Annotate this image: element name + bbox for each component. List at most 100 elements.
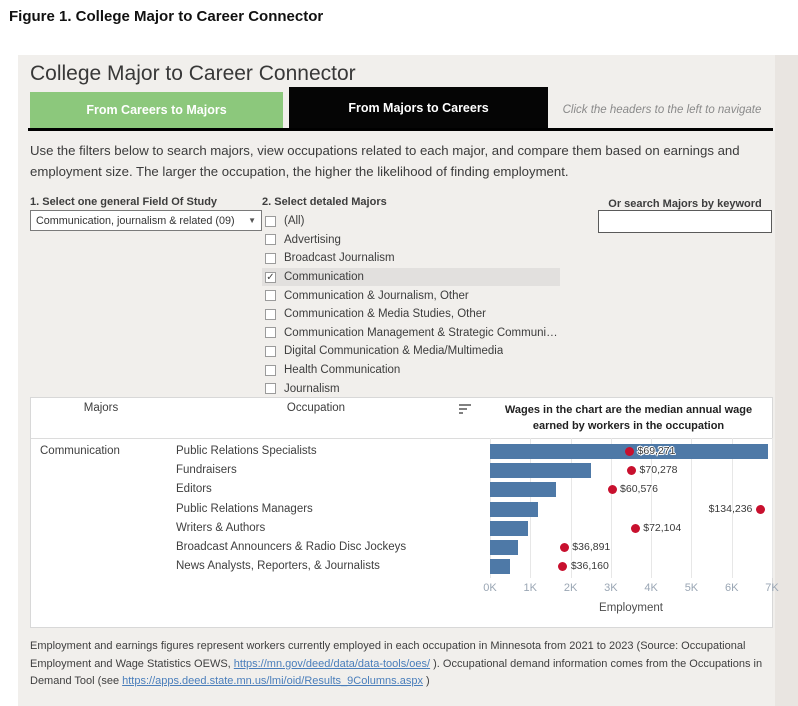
gridline xyxy=(610,438,612,578)
occupation-label-broadcast-announcers-radio-disc-jockeys[interactable]: Broadcast Announcers & Radio Disc Jockey… xyxy=(176,541,407,553)
employment-bar-fundraisers[interactable] xyxy=(490,463,591,479)
major-option-communication-journalism-other[interactable]: Communication & Journalism, Other xyxy=(262,286,560,305)
checkbox-icon xyxy=(265,290,276,302)
employment-bar-editors[interactable] xyxy=(490,482,557,498)
employment-bar-writers-authors[interactable] xyxy=(490,520,529,536)
wage-dot-public-relations-specialists[interactable] xyxy=(625,447,635,456)
wage-label-broadcast-announcers-radio-disc-jockeys: $36,891 xyxy=(572,541,611,553)
tab-from-majors-to-careers[interactable]: From Majors to Careers xyxy=(289,87,548,128)
majors-column-header[interactable]: Majors xyxy=(83,402,119,414)
major-option-label: Broadcast Journalism xyxy=(284,252,395,265)
oews-link[interactable]: https://mn.gov/deed/data/data-tools/oes/ xyxy=(233,657,431,670)
employment-bar-broadcast-announcers-radio-disc-jockeys[interactable] xyxy=(490,540,519,555)
major-option-label: Health Communication xyxy=(284,364,401,377)
major-option-label: (All) xyxy=(284,215,305,228)
tab-label: From Majors to Careers xyxy=(348,100,489,115)
wage-label-public-relations-managers: $134,236 xyxy=(708,502,753,515)
major-option-label: Advertising xyxy=(284,233,341,246)
nav-note: Click the headers to the left to navigat… xyxy=(562,103,762,116)
major-option-label: Communication & Journalism, Other xyxy=(284,289,469,302)
x-tick-label: 2K xyxy=(563,582,578,594)
major-option-label: Communication & Media Studies, Other xyxy=(284,308,486,321)
wage-label-public-relations-specialists: $69,271 xyxy=(637,445,676,457)
x-tick-label: 5K xyxy=(684,582,699,594)
x-tick-label: 1K xyxy=(523,582,538,594)
major-option-communication-media-studies-other[interactable]: Communication & Media Studies, Other xyxy=(262,305,560,324)
footer-note: Employment and earnings figures represen… xyxy=(30,638,768,691)
gridline xyxy=(651,438,653,578)
wage-dot-public-relations-managers[interactable] xyxy=(755,504,765,514)
wage-label-writers-authors: $72,104 xyxy=(643,521,682,534)
employment-chart: $69,271 $70,278 $60,576 $134,236 $72,104 $36,… xyxy=(490,438,773,578)
major-option-digital-communication-media-multimedia[interactable]: Digital Communication & Media/Multimedia xyxy=(262,342,560,361)
intro-text: Use the filters below to search majors, … xyxy=(30,143,740,180)
field-of-study-value: Communication, journalism & related (09) xyxy=(36,214,235,227)
occupation-column-header[interactable]: Occupation xyxy=(286,402,346,414)
figure-caption: Figure 1. College Major to Career Connec… xyxy=(9,8,324,25)
checkbox-icon xyxy=(265,308,276,320)
wages-note-line2: earned by workers in the occupation xyxy=(532,419,725,432)
occupation-label-fundraisers[interactable]: Fundraisers xyxy=(176,464,237,477)
checkbox-icon xyxy=(265,364,276,376)
employment-bar-news-analysts-reporters-journalists[interactable] xyxy=(490,559,511,575)
wage-dot-broadcast-announcers-radio-disc-jockeys[interactable] xyxy=(559,543,569,552)
checkbox-icon xyxy=(265,215,276,227)
occupation-label-writers-authors[interactable]: Writers & Authors xyxy=(176,521,266,534)
tab-from-careers-to-majors[interactable]: From Careers to Majors xyxy=(30,92,283,128)
x-tick-label: 0K xyxy=(483,582,497,594)
occupation-label-public-relations-managers[interactable]: Public Relations Managers xyxy=(176,502,313,515)
checkbox-icon xyxy=(265,345,276,357)
chevron-down-icon: ▼ xyxy=(248,216,256,225)
wage-dot-editors[interactable] xyxy=(607,485,617,495)
major-option-advertising[interactable]: Advertising xyxy=(262,231,560,250)
wage-label-editors: $60,576 xyxy=(620,483,658,496)
x-axis-ticks: 0K 1K 2K 3K 4K 5K 6K 7K xyxy=(483,582,778,596)
field-of-study-dropdown[interactable]: Communication, journalism & related (09)… xyxy=(30,210,262,231)
checkbox-checked-icon: ✓ xyxy=(265,271,276,283)
oid-link[interactable]: https://apps.deed.state.mn.us/lmi/oid/Re… xyxy=(122,675,423,688)
gridline xyxy=(691,438,693,578)
major-option-label: Communication Management & Strategic Com… xyxy=(284,326,560,339)
major-option-communication[interactable]: ✓ Communication xyxy=(262,267,560,287)
major-cell[interactable]: Communication xyxy=(40,445,120,457)
dashboard-title: College Major to Career Connector xyxy=(30,62,356,85)
tab-underline xyxy=(28,128,773,131)
employment-bar-public-relations-managers[interactable] xyxy=(490,501,539,517)
results-table: Majors Occupation Wages in the chart are… xyxy=(30,397,779,628)
x-tick-label: 4K xyxy=(644,582,658,594)
gridline xyxy=(772,438,773,578)
major-option-label: Communication xyxy=(284,271,364,284)
checkbox-icon xyxy=(265,383,276,395)
x-tick-label: 6K xyxy=(724,582,739,594)
majors-filter-label: 2. Select detaled Majors xyxy=(262,196,387,208)
x-axis-title: Employment xyxy=(599,602,663,614)
major-option-label: Digital Communication & Media/Multimedia xyxy=(284,345,504,358)
footer-text: Employment and earnings figures represen… xyxy=(30,640,746,670)
occupation-label-news-analysts-reporters-journalists[interactable]: News Analysts, Reporters, & Journalists xyxy=(176,560,380,573)
wage-label-fundraisers: $70,278 xyxy=(639,464,678,477)
major-option-broadcast-journalism[interactable]: Broadcast Journalism xyxy=(262,249,560,268)
wages-note-line1: Wages in the chart are the median annual… xyxy=(504,404,753,416)
footer-text: ) xyxy=(422,675,430,688)
major-option-journalism[interactable]: Journalism xyxy=(262,379,560,397)
wages-note: Wages in the chart are the median annual… xyxy=(486,403,771,435)
gridline xyxy=(570,438,572,578)
majors-search-input[interactable] xyxy=(598,210,772,233)
footer-text: ). Occupational demand information comes… xyxy=(30,657,763,688)
checkbox-icon xyxy=(265,234,276,246)
right-gutter xyxy=(775,55,798,706)
sort-descending-icon[interactable] xyxy=(459,404,473,416)
occupation-label-public-relations-specialists[interactable]: Public Relations Specialists xyxy=(176,445,317,457)
x-tick-label: 7K xyxy=(765,582,779,594)
search-label: Or search Majors by keyword xyxy=(608,198,762,210)
wage-dot-news-analysts-reporters-journalists[interactable] xyxy=(558,562,568,572)
major-option-communication-management-strategic-communic[interactable]: Communication Management & Strategic Com… xyxy=(262,324,560,343)
x-tick-label: 3K xyxy=(604,582,618,594)
major-option-all[interactable]: (All) xyxy=(262,212,560,231)
field-of-study-label: 1. Select one general Field Of Study xyxy=(30,196,218,208)
wage-dot-fundraisers[interactable] xyxy=(627,466,637,476)
major-option-health-communication[interactable]: Health Communication xyxy=(262,361,560,380)
occupation-label-editors[interactable]: Editors xyxy=(176,483,212,496)
wage-dot-writers-authors[interactable] xyxy=(630,523,640,533)
